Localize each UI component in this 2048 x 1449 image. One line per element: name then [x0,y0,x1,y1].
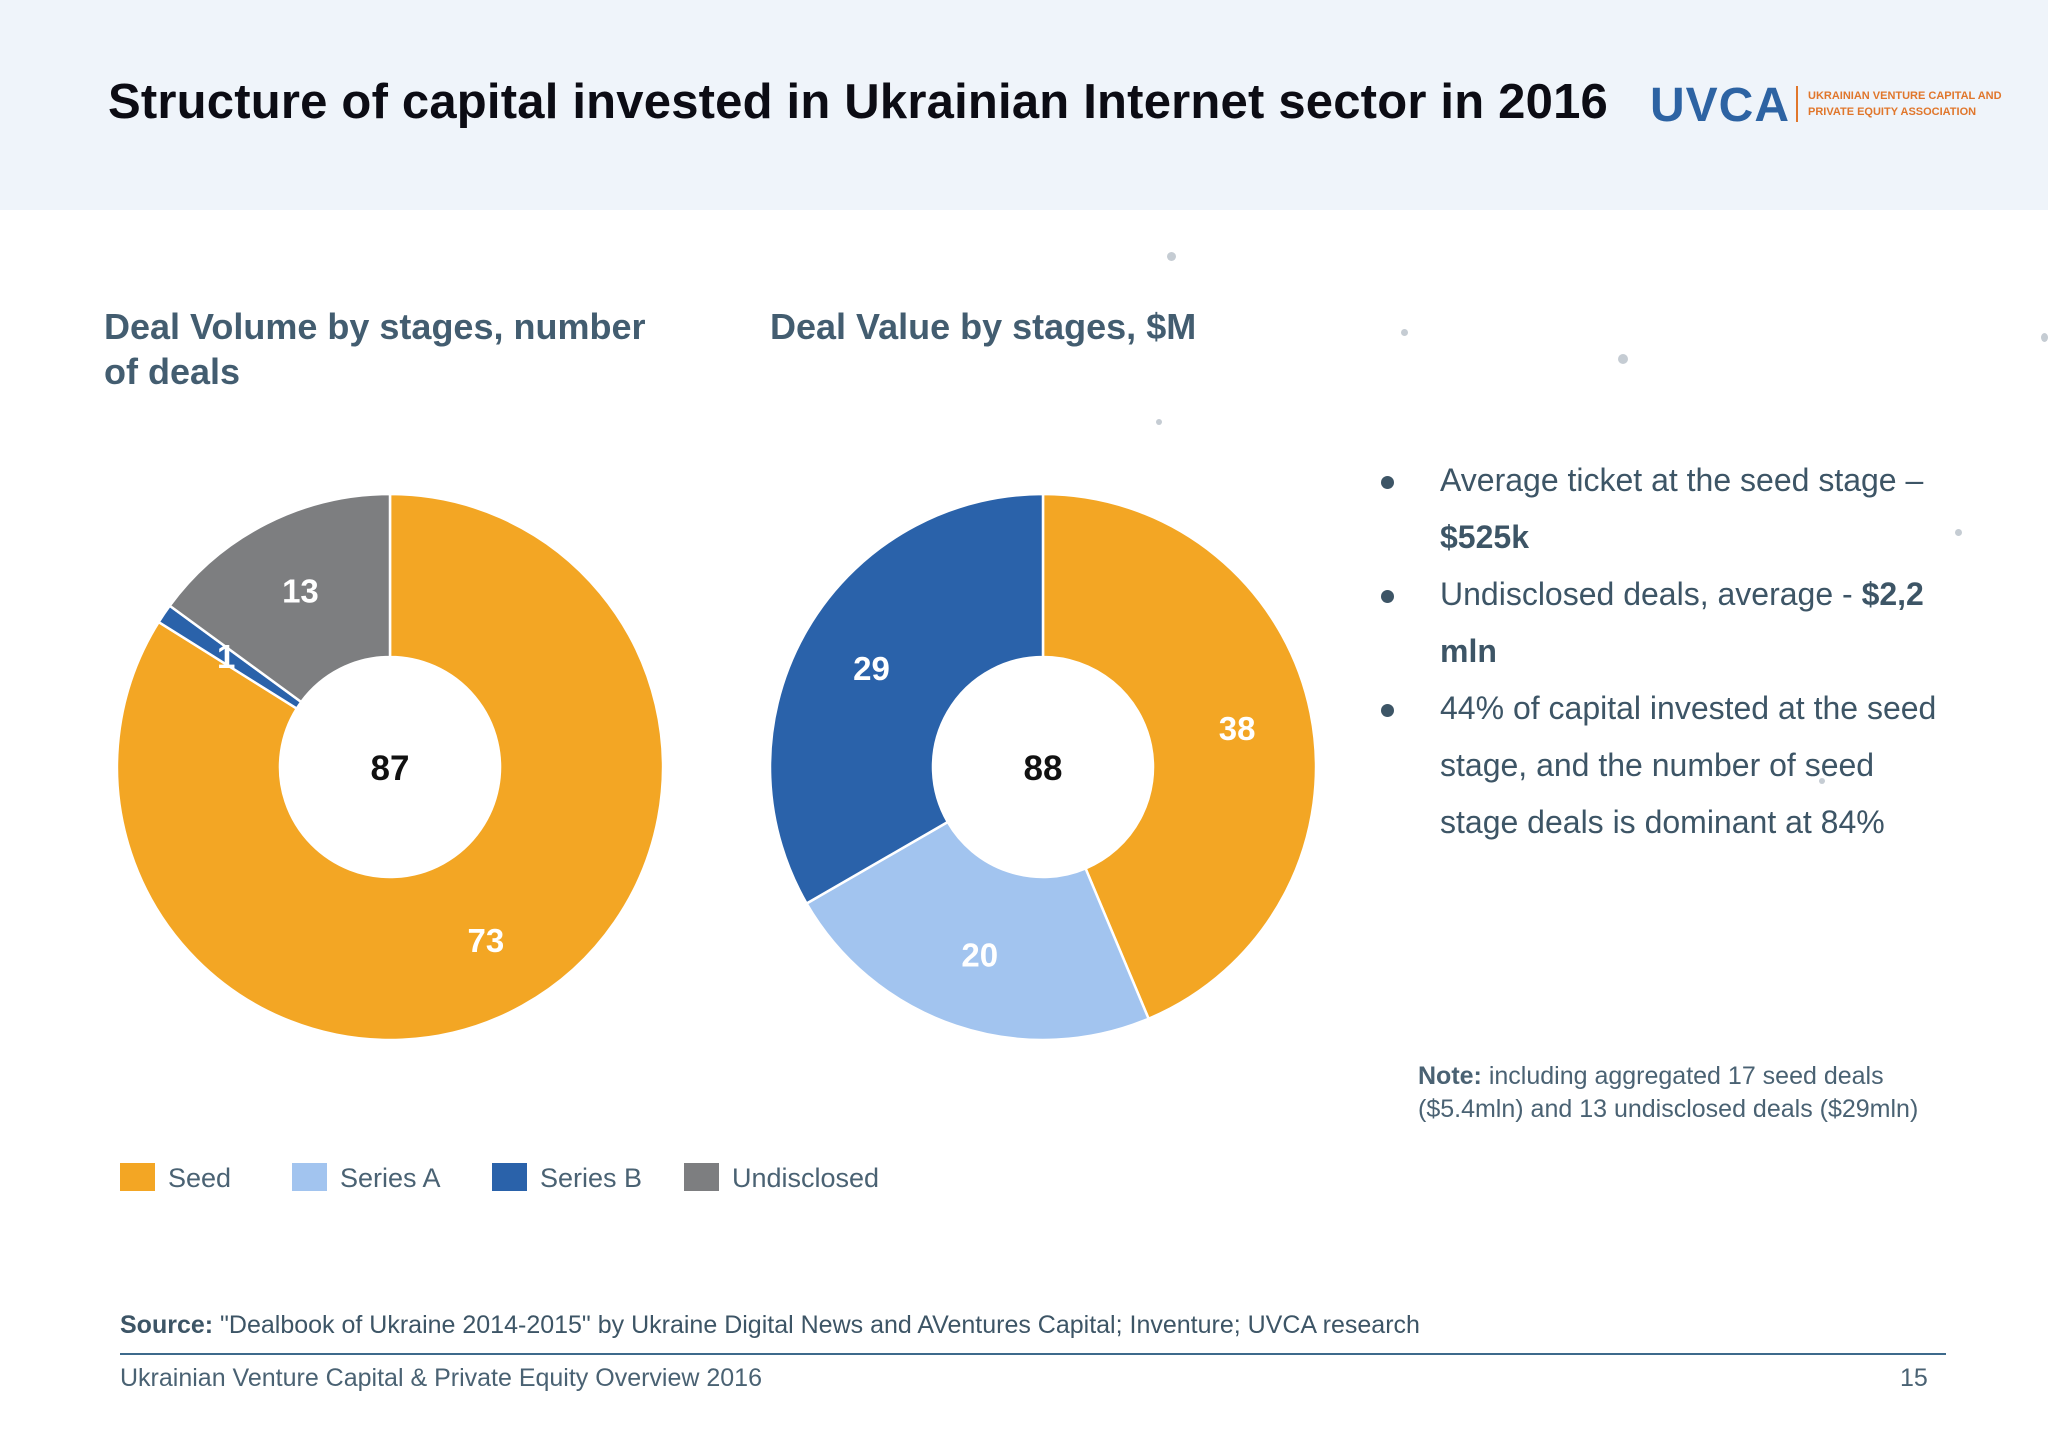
chart-title-deal-value: Deal Value by stages, $M [770,306,1197,347]
bullet-dot-icon [1381,590,1394,603]
decorative-dot [2041,333,2048,342]
donut-slice-series-b [768,492,1045,906]
bullet-highlight: $2,2 mln [1440,576,1924,669]
legend-swatch [292,1163,327,1191]
legend-label: Undisclosed [732,1163,880,1193]
donut-slice-seed [115,492,665,1042]
footer-divider [120,1353,1946,1355]
data-label-seed: 38 [1219,710,1256,747]
legend-swatch [120,1163,155,1191]
legend-label: Seed [168,1163,232,1193]
legend-swatch [492,1163,527,1191]
bullet-dot-icon [1381,704,1394,717]
donut-slice-undisclosed [167,492,392,704]
key-findings-list: Average ticket at the seed stage – $525k… [1380,452,1940,851]
donut-slice-series-a [804,820,1151,1042]
bullet-item: Undisclosed deals, average - $2,2 mln [1380,566,1940,680]
decorative-dot [1156,419,1162,425]
donut-center-total: 87 [371,749,410,788]
footer-text: Ukrainian Venture Capital & Private Equi… [120,1364,762,1392]
logo-divider [1796,86,1798,122]
donut-slice-seed [1041,492,1318,1021]
bullet-item: 44% of capital invested at the seed stag… [1380,680,1940,851]
legend-label: Series B [540,1163,643,1193]
chart-title-deal-volume: Deal Volume by stages, number of deals [104,306,646,392]
note-label: Note: [1418,1062,1482,1090]
data-label-series-b: 1 [217,638,235,675]
header-band: Structure of capital invested in Ukraini… [0,0,2048,210]
page-number: 15 [1900,1364,1928,1392]
decorative-dot [1819,778,1825,784]
bullet-dot-icon [1381,476,1394,489]
source-text: "Dealbook of Ukraine 2014-2015" by Ukrai… [213,1311,1420,1339]
decorative-dot [1955,529,1962,536]
bullet-text: 44% of capital invested at the seed stag… [1440,690,1937,840]
data-label-series-b: 29 [853,650,890,687]
donut-center-total: 88 [1024,749,1063,788]
legend-label: Series A [340,1163,441,1193]
page-title: Structure of capital invested in Ukraini… [108,75,1608,129]
donut-chart-deal-volume: 73 1 13 87 [115,492,665,1042]
logo-mark: UVCA [1650,79,1791,132]
data-label-undisclosed: 13 [282,572,319,609]
decorative-dot [1618,354,1628,364]
bullet-text: Undisclosed deals, average - [1440,576,1862,612]
note: Note: including aggregated 17 seed deals… [1418,1060,1958,1126]
bullet-text: Average ticket at the seed stage – [1440,462,1924,498]
bullet-highlight: $525k [1440,519,1529,555]
source-citation: Source: "Dealbook of Ukraine 2014-2015" … [120,1309,1950,1341]
donut-chart-deal-value: 38 20 29 88 [768,492,1318,1042]
legend-swatch [684,1163,719,1191]
data-label-seed: 73 [468,922,505,959]
logo-subtitle: UKRAINIAN VENTURE CAPITAL AND PRIVATE EQ… [1808,90,2002,118]
decorative-dot [1401,329,1408,336]
note-text: including aggregated 17 seed deals ($5.4… [1418,1062,1919,1123]
bullet-item: Average ticket at the seed stage – $525k [1380,452,1940,566]
decorative-dot [1167,252,1176,261]
source-label: Source: [120,1311,214,1339]
data-label-series-a: 20 [961,937,998,974]
